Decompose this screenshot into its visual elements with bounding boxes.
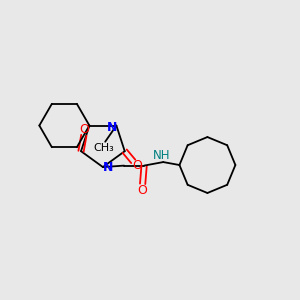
Text: N: N xyxy=(103,160,113,174)
Text: N: N xyxy=(107,122,118,134)
Text: NH: NH xyxy=(153,148,171,161)
Text: CH₃: CH₃ xyxy=(93,143,114,153)
Text: O: O xyxy=(79,123,89,136)
Text: O: O xyxy=(138,184,148,196)
Text: O: O xyxy=(132,159,142,172)
